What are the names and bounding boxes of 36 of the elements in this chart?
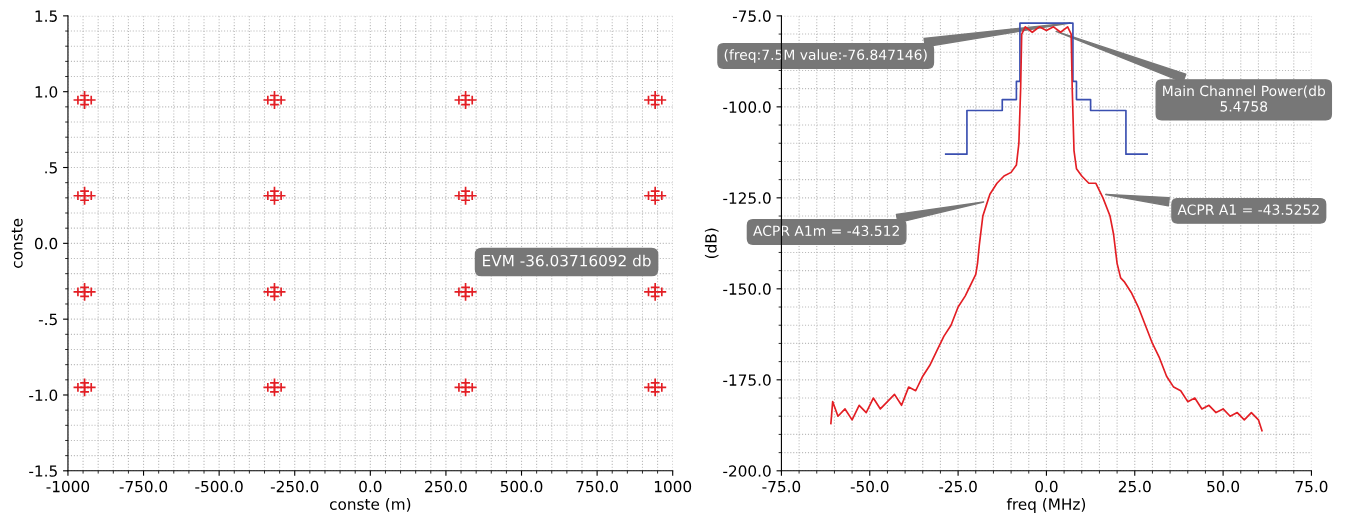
y-tick-label: .5: [45, 162, 57, 174]
y-tick-label: -.5: [38, 313, 57, 326]
y-tick-label: -1.0: [29, 389, 58, 402]
x-tick-label: 0.0: [1035, 480, 1058, 493]
x-tick-label: -500.0: [195, 480, 243, 493]
y-tick-label: -1.5: [29, 465, 57, 477]
y-tick-label: -150.0: [723, 283, 771, 295]
x-tick-label: 250.0: [425, 480, 467, 493]
y-tick-label: 1.0: [35, 86, 58, 98]
annotation: ACPR A1 = -43.5252: [1177, 204, 1319, 215]
x-tick-label: -50.0: [850, 480, 889, 493]
x-tick-label: -75.0: [762, 480, 801, 493]
x-tick-label: -1000: [46, 480, 90, 493]
x-axis-title: freq (MHz): [1006, 498, 1086, 513]
x-tick-label: 75.0: [1295, 480, 1328, 493]
x-tick-label: 25.0: [1118, 480, 1151, 493]
x-tick-label: -25.0: [939, 480, 977, 493]
y-tick-label: -175.0: [723, 374, 771, 386]
annotation: EVM -36.03716092 db: [483, 254, 651, 267]
y-axis-title: (dB): [704, 228, 719, 259]
x-tick-label: 500.0: [500, 480, 543, 493]
annotation: Main Channel Power(db 5.4758: [1163, 85, 1326, 112]
y-axis-title: conste: [11, 218, 23, 268]
y-tick-label: -75.0: [732, 10, 771, 22]
y-tick-label: 0.0: [34, 237, 58, 250]
x-tick-label: -750.0: [119, 480, 168, 493]
x-axis-title: conste (m): [329, 498, 411, 512]
x-tick-label: 750.0: [576, 480, 618, 493]
y-tick-label: -125.0: [723, 192, 771, 204]
x-tick-label: -250.0: [270, 480, 319, 493]
y-tick-label: -200.0: [723, 465, 771, 477]
y-tick-label: -100.0: [723, 101, 771, 113]
y-tick-label: 1.5: [35, 10, 57, 22]
x-tick-label: 1000: [654, 480, 692, 493]
x-tick-label: 50.0: [1207, 480, 1240, 493]
x-tick-label: 0.0: [359, 480, 382, 493]
